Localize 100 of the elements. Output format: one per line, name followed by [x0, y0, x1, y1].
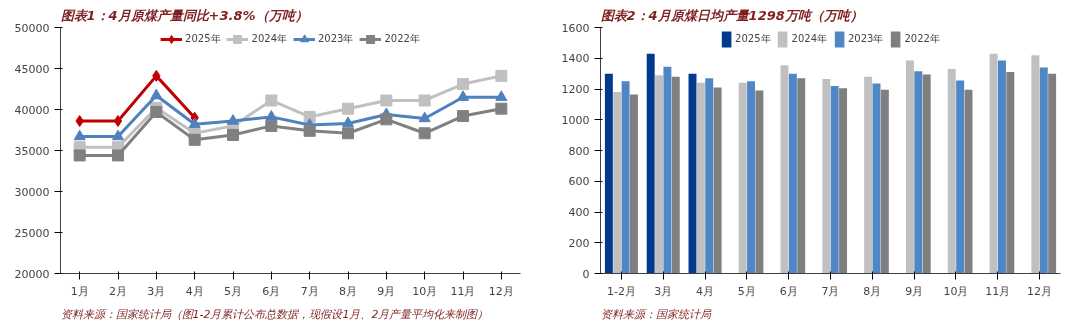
x-tick-label: 9月 — [905, 284, 924, 298]
chart-title: 图表2：4月原煤日均产量1298万吨（万吨） — [600, 7, 863, 23]
bar — [947, 69, 956, 274]
x-tick-label: 7月 — [821, 284, 840, 298]
bar — [830, 85, 839, 274]
point — [112, 129, 124, 141]
text: 资料来源：国家统计局 — [600, 307, 712, 321]
y-tick-label: 400 — [568, 206, 590, 219]
x-tick-label: 5月 — [737, 284, 756, 298]
x-tick-label: 8月 — [863, 284, 882, 298]
point — [380, 94, 393, 107]
point — [457, 90, 469, 101]
legend-label: 2024年 — [791, 32, 827, 46]
x-tick-label: 9月 — [377, 284, 396, 298]
point — [342, 102, 354, 115]
point — [418, 94, 431, 107]
x-tick-label: 6月 — [262, 284, 281, 298]
y-tick-label: 30000 — [14, 185, 50, 199]
point — [342, 127, 354, 140]
bar — [713, 87, 722, 274]
bar — [989, 53, 998, 274]
x-tick-label: 5月 — [224, 284, 242, 298]
x-tick-label: 2月 — [109, 284, 127, 298]
y-tick-label: 45000 — [14, 62, 50, 76]
legend-label: 2023年 — [318, 32, 354, 46]
bar — [655, 75, 664, 274]
x-tick-label: 1月 — [70, 284, 89, 298]
x-tick-label: 11月 — [985, 284, 1011, 298]
point — [227, 114, 239, 125]
bar — [956, 80, 965, 274]
point — [73, 149, 86, 162]
point — [418, 127, 431, 140]
x-tick-label: 6月 — [779, 284, 798, 298]
point — [188, 133, 201, 146]
y-tick-label: 50000 — [14, 21, 50, 35]
bar — [696, 82, 705, 274]
legend-label: 2022年 — [384, 32, 420, 46]
y-tick-label: 1400 — [561, 52, 590, 66]
bar — [621, 81, 630, 274]
y-tick-label: 25000 — [14, 226, 50, 240]
y-tick-label: 20000 — [14, 267, 50, 281]
x-tick-label: 12月 — [1027, 284, 1053, 298]
point — [495, 90, 508, 101]
bar — [1039, 67, 1048, 274]
x-tick-label: 3月 — [147, 284, 166, 298]
bar — [922, 74, 931, 274]
chart-title: 图表1：4月原煤产量同比+3.8%（万吨） — [60, 7, 308, 23]
legend-label: 2022年 — [904, 32, 940, 46]
point — [150, 105, 163, 118]
bar — [604, 73, 613, 274]
bar — [864, 76, 873, 274]
text: 资料来源：国家统计局（图1-2月累计公布总数据，现假设1月、2月产量平均化来制图） — [60, 307, 489, 321]
x-tick-label: 10月 — [943, 284, 969, 298]
bar — [613, 92, 622, 274]
bar — [629, 94, 638, 274]
bar — [822, 79, 831, 274]
y-tick-label: 40000 — [14, 103, 50, 117]
bar — [1031, 55, 1040, 274]
bar — [880, 89, 889, 274]
point — [73, 129, 86, 141]
point — [418, 111, 431, 123]
x-tick-label: 1-2月 — [606, 284, 636, 298]
x-tick-label: 12月 — [488, 284, 514, 298]
bar — [671, 76, 680, 274]
point — [188, 117, 201, 128]
bar — [705, 78, 714, 274]
y-tick-label: 0 — [582, 267, 590, 281]
point — [495, 102, 508, 115]
x-tick-label: 7月 — [300, 284, 319, 298]
bar — [905, 60, 914, 274]
point — [265, 110, 278, 121]
y-tick-label: 1600 — [561, 21, 590, 35]
y-tick-label: 600 — [568, 175, 590, 189]
x-tick-label: 10月 — [412, 284, 438, 298]
x-tick-label: 3月 — [654, 284, 673, 298]
point — [303, 124, 316, 137]
point — [227, 128, 239, 141]
bar — [738, 82, 747, 274]
point — [457, 78, 469, 91]
legend-label: 2025年 — [185, 32, 221, 46]
point — [113, 114, 123, 127]
legend-label: 2025年 — [735, 32, 771, 46]
point — [265, 119, 278, 132]
bar — [1048, 73, 1057, 274]
y-tick-label: 35000 — [14, 144, 50, 158]
y-tick-label: 800 — [568, 144, 590, 158]
y-tick-label: 1200 — [561, 83, 590, 96]
bar — [839, 88, 848, 274]
y-tick-label: 200 — [568, 236, 590, 250]
legend-label: 2024年 — [251, 32, 287, 46]
bar — [747, 81, 756, 274]
bar — [797, 78, 806, 274]
point — [112, 149, 124, 162]
point — [150, 88, 163, 100]
point — [265, 94, 278, 107]
bar — [788, 73, 797, 274]
bar — [914, 71, 923, 274]
legend-label: 2023年 — [848, 32, 884, 46]
y-tick-label: 1000 — [561, 113, 590, 127]
x-tick-label: 4月 — [696, 284, 715, 298]
